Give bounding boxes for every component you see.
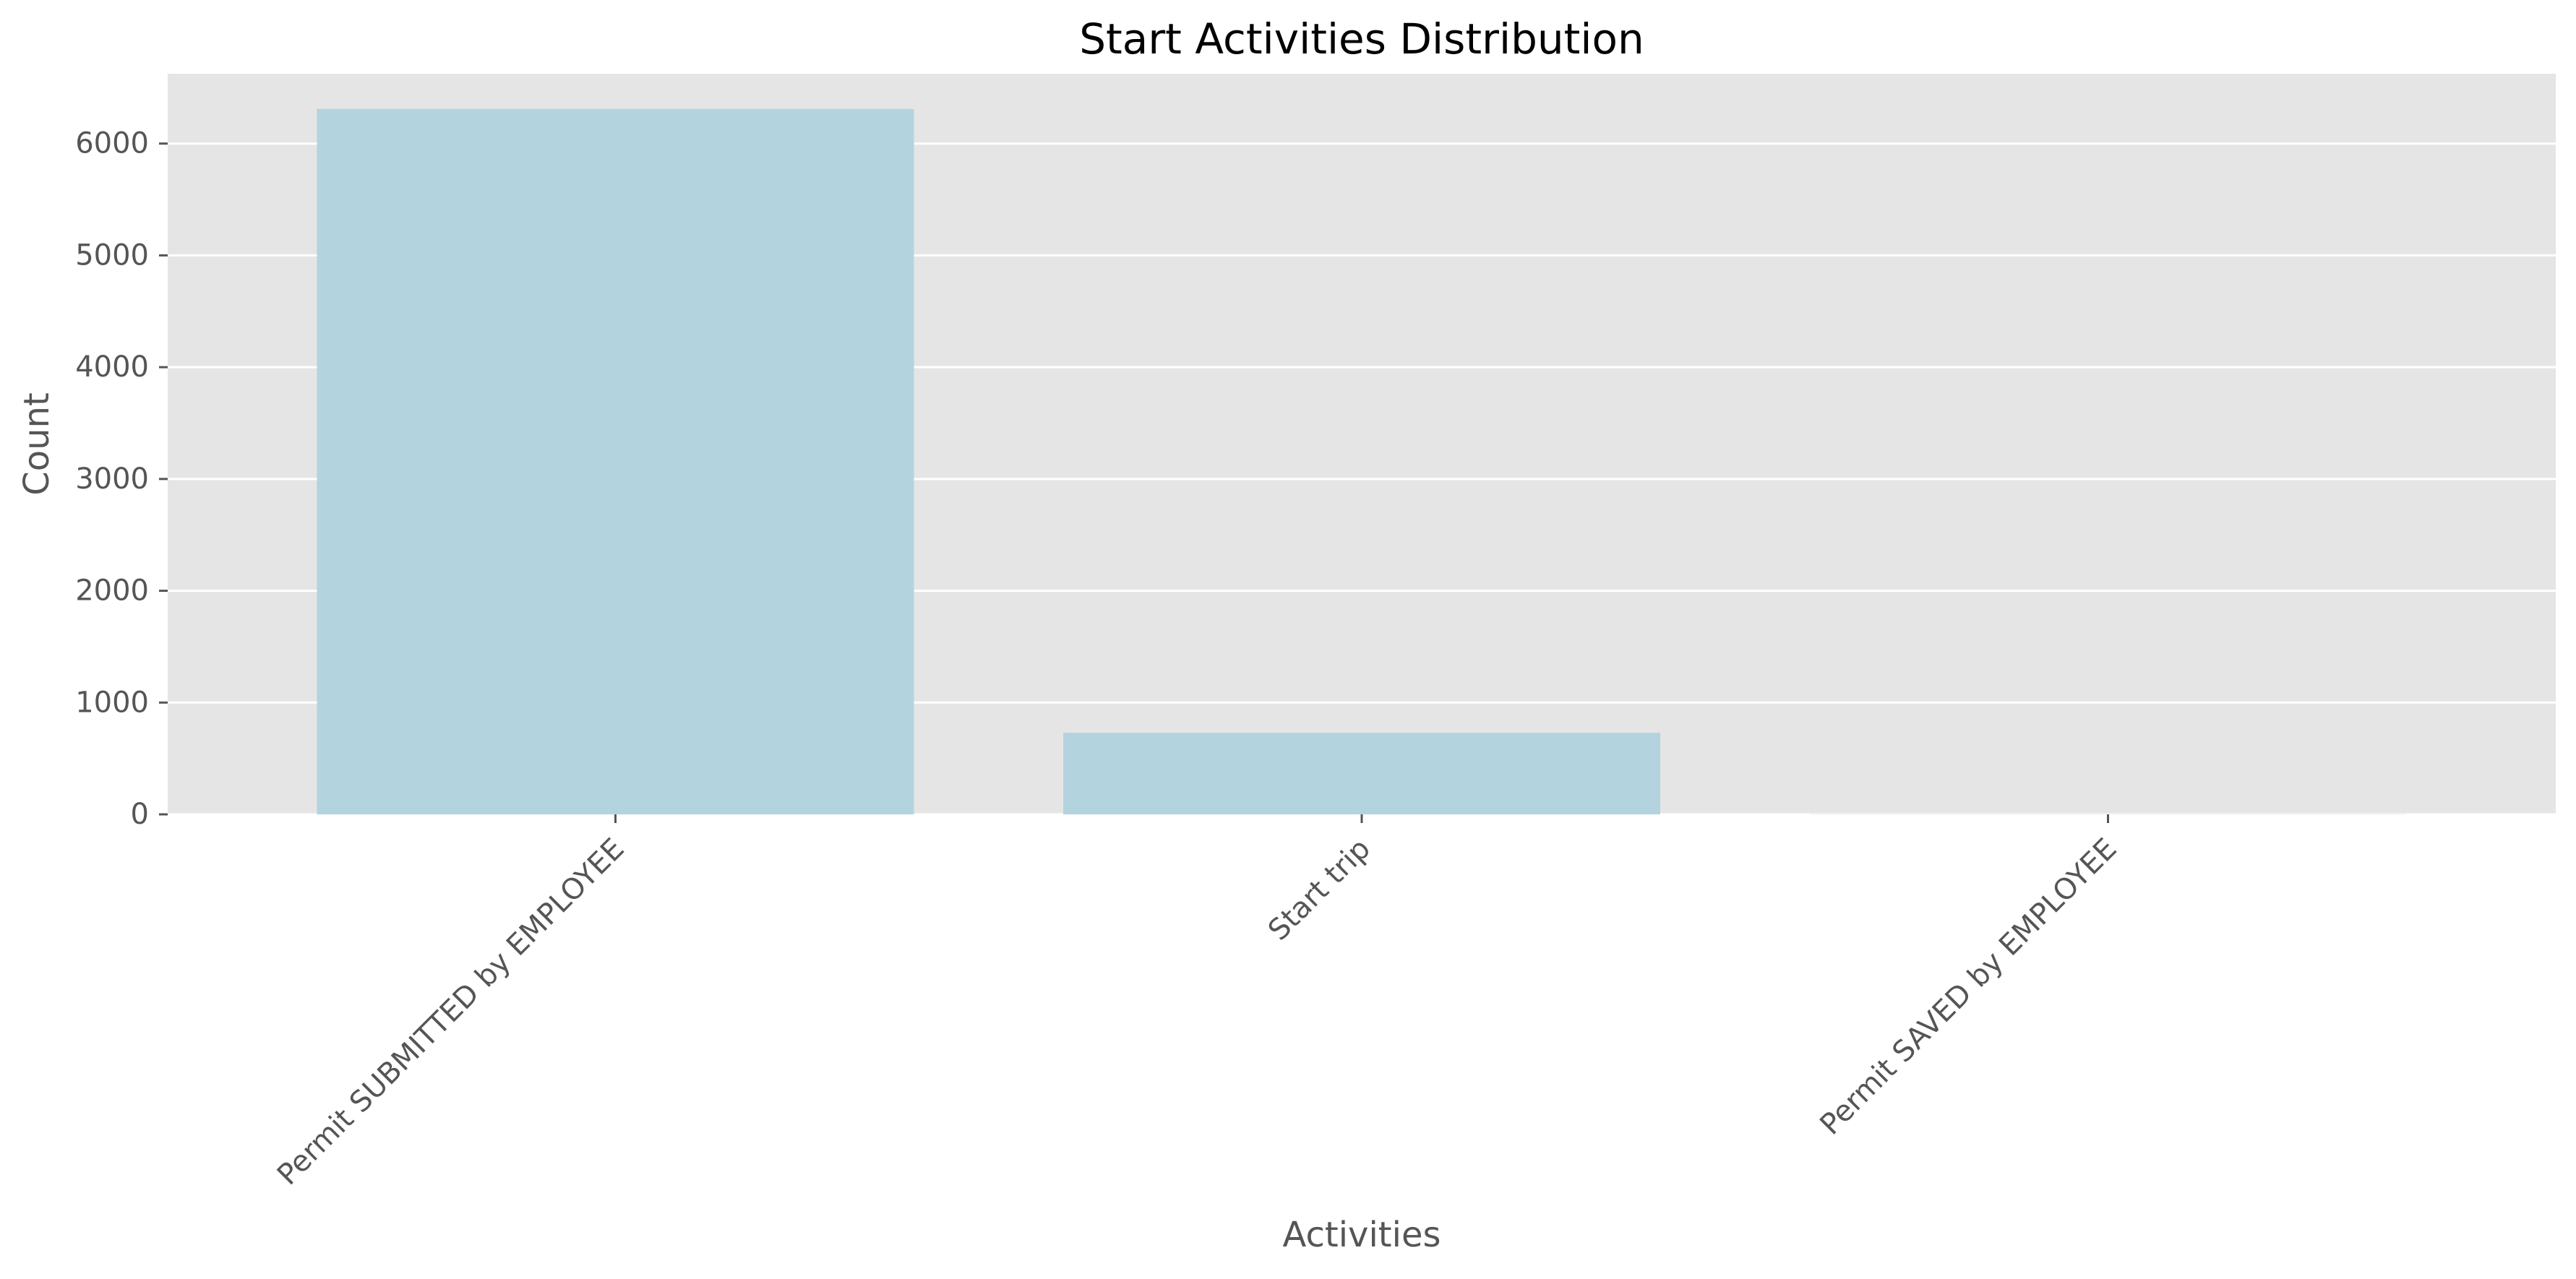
x-tick-label: Permit SUBMITTED by EMPLOYEE (271, 832, 631, 1192)
y-tick-label: 1000 (75, 686, 149, 719)
chart-title: Start Activities Distribution (1079, 14, 1644, 64)
y-tick-label: 4000 (75, 350, 149, 384)
bar (1063, 733, 1660, 814)
y-axis-label: Count (17, 392, 57, 496)
x-tick-label: Start trip (1262, 832, 1377, 947)
y-tick-label: 0 (131, 798, 149, 831)
bar (317, 109, 914, 814)
y-tick-label: 5000 (75, 238, 149, 272)
y-ticks: 0 1000 2000 3000 4000 5000 6000 (75, 127, 168, 831)
x-tick-label: Permit SAVED by EMPLOYEE (1813, 832, 2123, 1142)
y-tick-label: 3000 (75, 462, 149, 496)
y-tick-label: 6000 (75, 127, 149, 160)
x-axis-label: Activities (1283, 1215, 1441, 1255)
y-tick-label: 2000 (75, 574, 149, 608)
x-ticks: Permit SUBMITTED by EMPLOYEE Start trip Pe… (271, 814, 2124, 1192)
